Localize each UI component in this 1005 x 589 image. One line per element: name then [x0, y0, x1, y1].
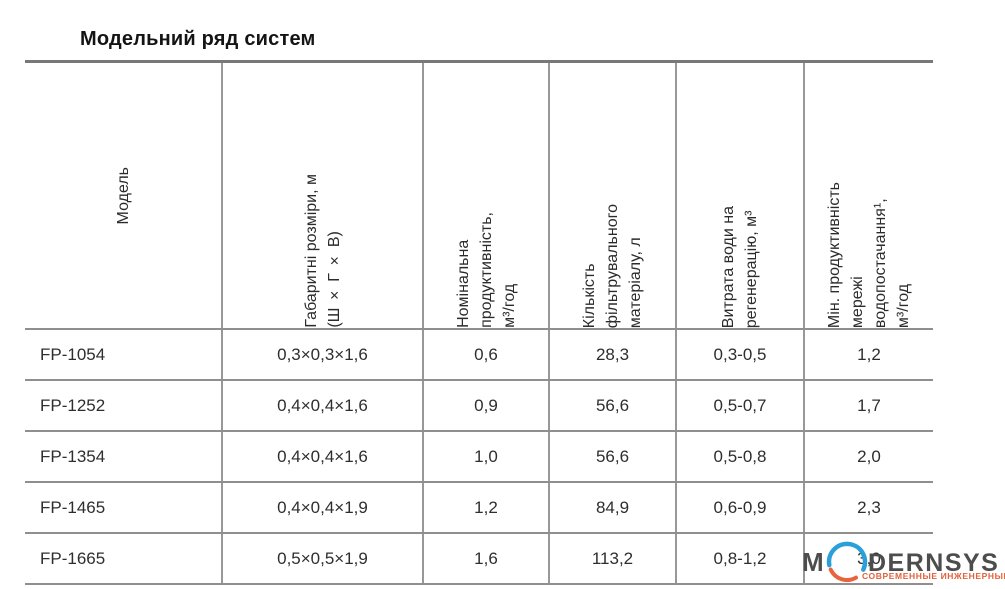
cell-min-supply: 2,3 [857, 497, 881, 517]
col-header-regen-water: Витрата води на регенерацію, м³ [677, 63, 805, 328]
cell-filter-material: 56,6 [550, 432, 677, 481]
cell-model: FP-1665 [25, 534, 223, 583]
cell-model: FP-1465 [25, 483, 223, 532]
logo-letter-m: M [802, 547, 824, 577]
col-header-label: Габаритні розміри, м (Ш × Г × В) [302, 174, 343, 328]
table-row: FP-1665 0,5×0,5×1,9 1,6 113,2 0,8-1,2 3,… [25, 534, 933, 585]
cell-model: FP-1252 [25, 381, 223, 430]
col-header-label: Модель [114, 166, 132, 225]
cell-dimensions: 0,4×0,4×1,9 [223, 483, 424, 532]
col-header-filter-material: Кількість фільтрувального матеріалу, л [550, 63, 677, 328]
col-header-label: Мін. продуктивність мережі водопостачанн… [826, 181, 912, 328]
table-row: FP-1252 0,4×0,4×1,6 0,9 56,6 0,5-0,7 1,7 [25, 381, 933, 432]
cell-min-supply: 2,0 [857, 446, 881, 466]
cell-regen-water: 0,5-0,8 [677, 432, 805, 481]
cell-filter-material: 84,9 [550, 483, 677, 532]
cell-dimensions: 0,5×0,5×1,9 [223, 534, 424, 583]
cell-filter-material: 28,3 [550, 330, 677, 379]
model-spec-table: Модель Габаритні розміри, м (Ш × Г × В) … [25, 60, 933, 585]
cell-regen-water: 0,3-0,5 [677, 330, 805, 379]
logo-o-blue-arc-icon [826, 541, 868, 572]
table-header-row: Модель Габаритні розміри, м (Ш × Г × В) … [25, 63, 933, 330]
page-title: Модельний ряд систем [80, 28, 316, 50]
cell-dimensions: 0,3×0,3×1,6 [223, 330, 424, 379]
logo-tagline: СОВРЕМЕННЫЕ ИНЖЕНЕРНЫЕ СИСТЕМЫ [862, 571, 1005, 581]
cell-model: FP-1054 [25, 330, 223, 379]
cell-regen-water: 0,8-1,2 [677, 534, 805, 583]
table-row: FP-1054 0,3×0,3×1,6 0,6 28,3 0,3-0,5 1,2 [25, 330, 933, 381]
cell-nominal-capacity: 1,0 [424, 432, 550, 481]
col-header-dimensions: Габаритні розміри, м (Ш × Г × В) [223, 63, 424, 328]
logo-letters-rest: DERNSYS [868, 549, 999, 577]
cell-min-supply: 1,7 [857, 395, 881, 415]
col-header-label: Кількість фільтрувального матеріалу, л [581, 203, 644, 328]
table-row: FP-1465 0,4×0,4×1,9 1,2 84,9 0,6-0,9 2,3 [25, 483, 933, 534]
logo-o-orange-arc-icon [828, 567, 858, 582]
cell-min-supply: 1,2 [857, 344, 881, 364]
cell-model: FP-1354 [25, 432, 223, 481]
cell-nominal-capacity: 1,2 [424, 483, 550, 532]
cell-regen-water: 0,5-0,7 [677, 381, 805, 430]
table-row: FP-1354 0,4×0,4×1,6 1,0 56,6 0,5-0,8 2,0 [25, 432, 933, 483]
cell-nominal-capacity: 0,9 [424, 381, 550, 430]
cell-filter-material: 113,2 [550, 534, 677, 583]
cell-dimensions: 0,4×0,4×1,6 [223, 432, 424, 481]
cell-filter-material: 56,6 [550, 381, 677, 430]
modernsys-logo-watermark: M DERNSYS [802, 541, 999, 582]
cell-regen-water: 0,6-0,9 [677, 483, 805, 532]
col-header-model: Модель [25, 63, 223, 328]
col-header-min-supply: Мін. продуктивність мережі водопостачанн… [805, 63, 933, 328]
col-header-label: Витрата води на регенерацію, м³ [720, 205, 760, 328]
col-header-label: Номінальна продуктивність, м³/год [454, 212, 518, 328]
cell-nominal-capacity: 0,6 [424, 330, 550, 379]
cell-dimensions: 0,4×0,4×1,6 [223, 381, 424, 430]
cell-nominal-capacity: 1,6 [424, 534, 550, 583]
col-header-nominal-capacity: Номінальна продуктивність, м³/год [424, 63, 550, 328]
